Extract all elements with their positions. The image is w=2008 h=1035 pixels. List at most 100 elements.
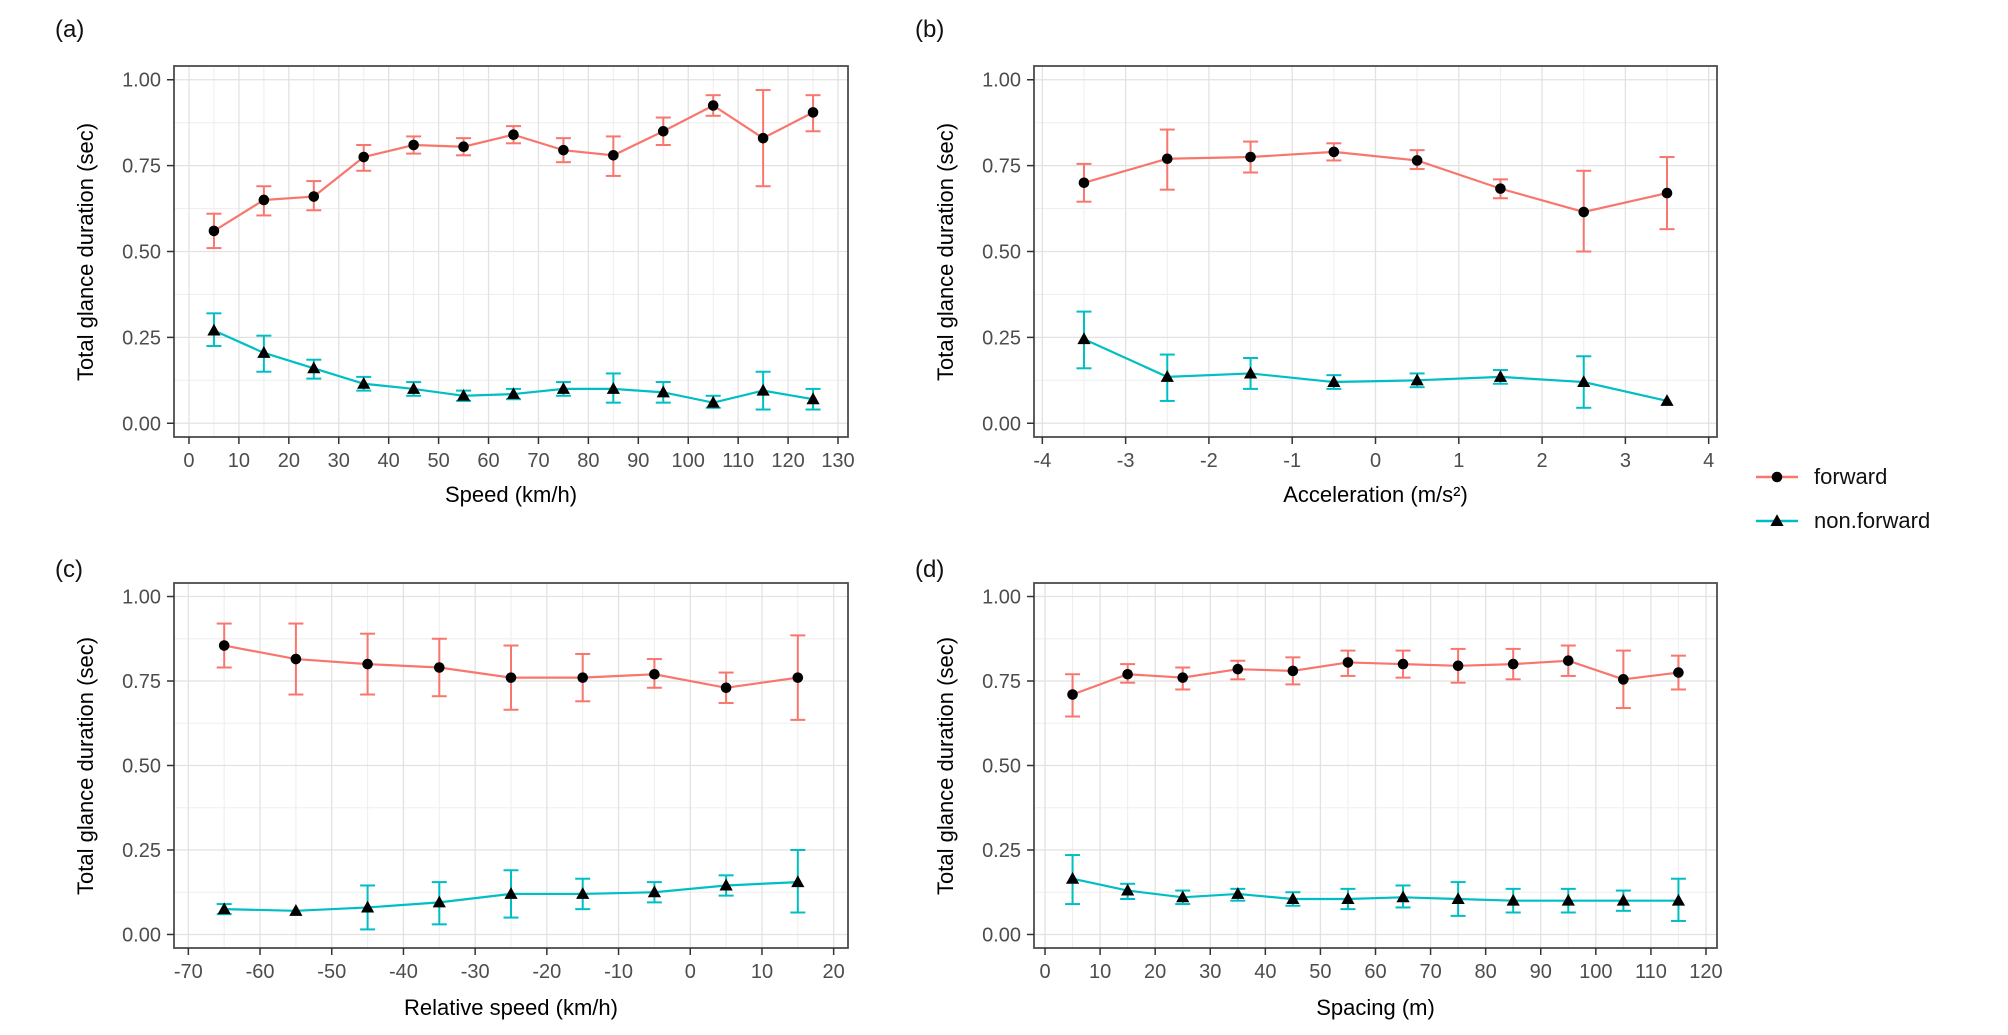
line-non.forward <box>1072 877 1679 902</box>
axis-ticks <box>167 78 839 444</box>
series-forward <box>216 622 806 721</box>
y-axis-title: Total glance duration (sec) <box>73 636 98 895</box>
y-tick-label: 0.75 <box>122 671 161 693</box>
x-tick-label: 50 <box>1309 961 1331 983</box>
axis-ticks <box>167 595 835 955</box>
panel-d-plot: 0 10 20 30 40 50 60 70 80 90 100 110 120 0.00 0.25 0.50… <box>982 582 1723 983</box>
x-tick-label: 70 <box>527 450 549 472</box>
x-axis-title: Speed (km/h) <box>444 482 578 507</box>
x-tick-label: 3 <box>1620 450 1631 472</box>
series-forward <box>1076 128 1675 253</box>
x-tick-label: 30 <box>328 450 350 472</box>
y-tick-label: 0.50 <box>982 756 1021 778</box>
x-tick-label: 20 <box>278 450 300 472</box>
x-tick-label: -50 <box>317 961 346 983</box>
panel-c: -70 -60 -50 -40 -30 -20 -10 0 10 20 0.00 0.25 0.50 0.… <box>40 548 885 1035</box>
grid-major <box>174 66 848 437</box>
x-tick-label: 80 <box>1475 961 1497 983</box>
x-tick-label: -70 <box>174 961 203 983</box>
x-tick-label: 70 <box>1419 961 1441 983</box>
panel-tag-a: (a) <box>55 16 85 43</box>
x-tick-label: 90 <box>1530 961 1552 983</box>
panel-tag-c: (c) <box>55 556 83 583</box>
x-tick-label: 0 <box>1370 450 1381 472</box>
series-non.forward <box>1076 310 1674 409</box>
panel-a-plot: 0 10 20 30 40 50 60 70 80 90 100 110 120 1300.000.250… <box>122 65 855 472</box>
panel-tag-b: (b) <box>915 16 945 43</box>
panel-tag-d: (d) <box>915 556 945 583</box>
x-tick-labels: 0 10 20 30 40 50 60 70 80 90 100 110 120 <box>1039 961 1722 983</box>
panel-b-plot: -4 -3 -2 -1 0 1 2 3 4 0.00 0.25 0.50 0.75 1.00 <box>982 65 1718 472</box>
x-tick-label: 100 <box>672 450 705 472</box>
x-tick-labels: -70 -60 -50 -40 -30 -20 -10 0 10 20 <box>174 961 845 983</box>
x-tick-label: -30 <box>461 961 490 983</box>
y-tick-label: 1.00 <box>982 70 1021 92</box>
series-non.forward <box>216 848 806 931</box>
y-tick-label: 0.00 <box>122 413 161 435</box>
legend-label-nonforward: non.forward <box>1814 508 1931 533</box>
series-non.forward <box>206 312 821 411</box>
y-axis-title: Total glance duration (sec) <box>73 122 98 381</box>
line-non.forward <box>1083 338 1668 403</box>
grid-major <box>174 583 848 948</box>
x-axis-title: Relative speed (km/h) <box>404 995 618 1020</box>
panel-d: 0 10 20 30 40 50 60 70 80 90 100 110 120 0.00 0.25 0.50… <box>900 548 1760 1035</box>
grid-major <box>1034 66 1717 437</box>
panel-b: -4 -3 -2 -1 0 1 2 3 4 0.00 0.25 0.50 0.75 1.00 (b) To… <box>900 8 1760 546</box>
y-tick-label: 0.50 <box>122 242 161 264</box>
x-tick-label: -40 <box>389 961 418 983</box>
x-tick-label: -20 <box>532 961 561 983</box>
x-tick-label: 40 <box>1254 961 1276 983</box>
x-tick-label: 120 <box>771 450 804 472</box>
y-axis-title: Total glance duration (sec) <box>933 636 958 895</box>
x-tick-label: -60 <box>246 961 275 983</box>
x-tick-label: 50 <box>427 450 449 472</box>
errorbars-non.forward <box>1076 310 1592 409</box>
panel-c-plot: -70 -60 -50 -40 -30 -20 -10 0 10 200.000.250.500.… <box>122 582 849 983</box>
x-tick-label: 110 <box>722 450 754 472</box>
x-tick-label: 130 <box>821 450 854 472</box>
points-forward <box>208 100 819 237</box>
series-forward <box>1065 644 1686 718</box>
x-tick-label: 10 <box>1089 961 1111 983</box>
y-tick-label: 0.75 <box>122 156 161 178</box>
points-forward <box>218 640 804 694</box>
y-tick-labels: 0.00 0.25 0.50 0.75 1.00 <box>122 70 161 436</box>
y-tick-label: 0.75 <box>982 671 1021 693</box>
x-tick-label: 60 <box>477 450 499 472</box>
x-axis-title: Acceleration (m/s²) <box>1283 482 1468 507</box>
x-tick-label: 40 <box>378 450 400 472</box>
x-tick-label: 0 <box>183 450 194 472</box>
points-non.forward <box>1077 332 1674 406</box>
line-forward <box>1083 150 1668 214</box>
legend-key-forward-icon <box>1756 471 1798 483</box>
series-forward <box>206 89 821 250</box>
y-tick-label: 0.50 <box>982 242 1021 264</box>
x-tick-label: 10 <box>751 961 773 983</box>
y-tick-label: 0.00 <box>122 924 161 946</box>
y-tick-label: 0.25 <box>982 327 1021 349</box>
legend-key-nonforward-icon <box>1756 514 1798 526</box>
y-tick-label: 1.00 <box>122 587 161 609</box>
x-tick-labels: 0 10 20 30 40 50 60 70 80 90 100 110 120 130 <box>183 450 854 472</box>
x-tick-label: 20 <box>1144 961 1166 983</box>
legend-marker <box>1770 514 1784 526</box>
x-tick-labels: -4 -3 -2 -1 0 1 2 3 4 <box>1033 450 1714 472</box>
y-tick-label: 0.25 <box>122 840 161 862</box>
y-tick-label: 0.75 <box>982 156 1021 178</box>
y-tick-label: 1.00 <box>122 70 161 92</box>
x-axis-title: Spacing (m) <box>1316 995 1435 1020</box>
x-tick-label: 100 <box>1579 961 1612 983</box>
legend: forward non.forward <box>1754 464 1930 552</box>
points-forward <box>1067 655 1684 700</box>
grid-major <box>1034 583 1717 948</box>
x-tick-label: -4 <box>1033 450 1051 472</box>
y-tick-label: 0.25 <box>982 840 1021 862</box>
legend-item-forward: forward <box>1754 464 1930 490</box>
points-non.forward <box>207 323 820 408</box>
legend-label-forward: forward <box>1814 464 1888 489</box>
x-tick-label: 20 <box>823 961 845 983</box>
y-tick-label: 0.25 <box>122 327 161 349</box>
panel-a: 0 10 20 30 40 50 60 70 80 90 100 110 120 130 0.00 0.25 0… <box>40 8 885 546</box>
